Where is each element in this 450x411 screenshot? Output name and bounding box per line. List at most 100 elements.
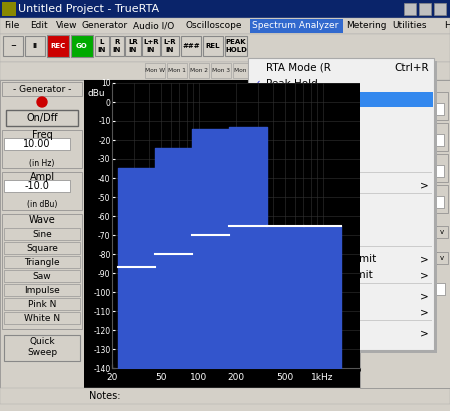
Bar	[249, 60, 433, 75]
Text: Lower dB Limit: Lower dB Limit	[266, 307, 343, 317]
Text: v: v	[440, 255, 444, 261]
Text: RTA Resolution:: RTA Resolution:	[365, 217, 427, 226]
Bar	[4, 138, 70, 150]
Bar	[249, 124, 433, 139]
Bar	[409, 63, 429, 78]
Bar	[6, 110, 78, 126]
Text: GO: GO	[76, 43, 88, 49]
Text: Hi Freq Limit: Hi Freq Limit	[378, 157, 432, 166]
Bar	[249, 198, 433, 213]
Text: II: II	[32, 43, 37, 49]
Text: v: v	[440, 229, 444, 235]
Bar	[4, 270, 80, 282]
Bar	[387, 63, 407, 78]
Bar	[255, 63, 275, 78]
Bar	[249, 230, 433, 245]
Text: Quick: Quick	[29, 337, 55, 346]
Text: 1 Octave RTA: 1 Octave RTA	[266, 95, 335, 105]
Text: Utilities: Utilities	[392, 21, 427, 30]
Text: >: >	[420, 180, 429, 190]
Text: Audio I/O: Audio I/O	[133, 21, 175, 30]
Text: 10 dBu: 10 dBu	[392, 104, 424, 113]
Text: Metering: Metering	[346, 21, 386, 30]
Text: -140 dBu: -140 dBu	[387, 136, 428, 145]
Text: ###: ###	[182, 43, 200, 49]
Text: >: >	[420, 291, 429, 301]
Bar	[249, 214, 433, 229]
Text: Impulse: Impulse	[24, 286, 60, 295]
Bar	[251, 61, 437, 353]
Text: Speed Tradeoff: Speed Tradeoff	[266, 180, 344, 190]
Text: (in dBu): (in dBu)	[27, 199, 57, 208]
Bar	[250, 283, 432, 284]
Bar	[372, 165, 444, 177]
Text: 1 Oct: 1 Oct	[388, 228, 412, 236]
Bar	[0, 80, 84, 392]
Bar	[0, 62, 450, 80]
Text: Mon 10: Mon 10	[364, 67, 386, 72]
Text: Generator: Generator	[81, 21, 127, 30]
Text: Wave: Wave	[29, 215, 55, 225]
Text: Mon 6: Mon 6	[278, 67, 296, 72]
Bar	[249, 140, 433, 155]
Bar	[250, 320, 432, 321]
Bar	[0, 388, 450, 404]
Text: SPL Mode: SPL Mode	[266, 233, 316, 243]
Bar	[142, 36, 160, 56]
Bar	[3, 36, 23, 56]
Text: Mon 11: Mon 11	[386, 67, 408, 72]
Bar	[145, 63, 165, 78]
Bar	[419, 3, 431, 15]
Text: Help: Help	[444, 21, 450, 30]
Text: White N: White N	[24, 314, 60, 323]
Bar	[363, 226, 437, 238]
Bar	[362, 92, 448, 120]
Bar	[249, 92, 433, 107]
Text: REC: REC	[50, 43, 66, 49]
Text: 20 kHz: 20 kHz	[392, 166, 423, 175]
Bar	[2, 2, 16, 16]
Text: File: File	[4, 21, 19, 30]
Bar	[250, 19, 343, 33]
Text: L+R
IN: L+R IN	[143, 39, 159, 53]
Bar	[362, 154, 448, 182]
Bar	[372, 196, 444, 208]
Bar	[249, 288, 433, 303]
Text: (in Hz): (in Hz)	[29, 159, 55, 168]
Bar	[249, 325, 433, 340]
Text: Saw: Saw	[33, 272, 51, 280]
Bar	[299, 63, 319, 78]
Text: Speed Tradeoff:: Speed Tradeoff:	[365, 243, 428, 252]
Text: Edit: Edit	[30, 21, 47, 30]
Text: Mon 7: Mon 7	[300, 67, 318, 72]
Text: View: View	[56, 21, 77, 30]
Bar	[434, 3, 446, 15]
Text: Mon 2: Mon 2	[190, 67, 208, 72]
Text: 1/6 Octave RTA: 1/6 Octave RTA	[266, 127, 345, 137]
Text: PEAK
HOLD: PEAK HOLD	[225, 39, 247, 53]
Text: Spectrum Analyzer: Spectrum Analyzer	[252, 21, 339, 30]
Text: ✓: ✓	[252, 95, 261, 105]
Bar	[249, 108, 433, 123]
Bar	[362, 123, 448, 151]
Text: Lo Freq Limit: Lo Freq Limit	[378, 187, 432, 196]
Text: 1/3 Octave RTA: 1/3 Octave RTA	[266, 111, 345, 121]
Text: ✓: ✓	[252, 201, 261, 211]
Bar	[250, 172, 432, 173]
Text: dB Bottom: dB Bottom	[382, 125, 428, 134]
Text: Mon 12: Mon 12	[408, 67, 430, 72]
Text: LR
IN: LR IN	[128, 39, 138, 53]
Text: Notes:: Notes:	[89, 391, 121, 401]
Bar	[372, 134, 444, 146]
Text: Untitled Project - TrueRTA: Untitled Project - TrueRTA	[18, 4, 159, 14]
Text: Square: Square	[26, 243, 58, 252]
Text: dB Top: dB Top	[391, 95, 419, 104]
Bar	[362, 185, 448, 213]
Bar	[25, 36, 45, 56]
Bar	[0, 34, 450, 62]
Text: 80 Hz (fast): 80 Hz (fast)	[378, 254, 423, 263]
Text: Mon 5: Mon 5	[256, 67, 274, 72]
Bar	[363, 283, 445, 295]
Text: - Generator -: - Generator -	[13, 85, 71, 93]
Bar	[250, 193, 432, 194]
